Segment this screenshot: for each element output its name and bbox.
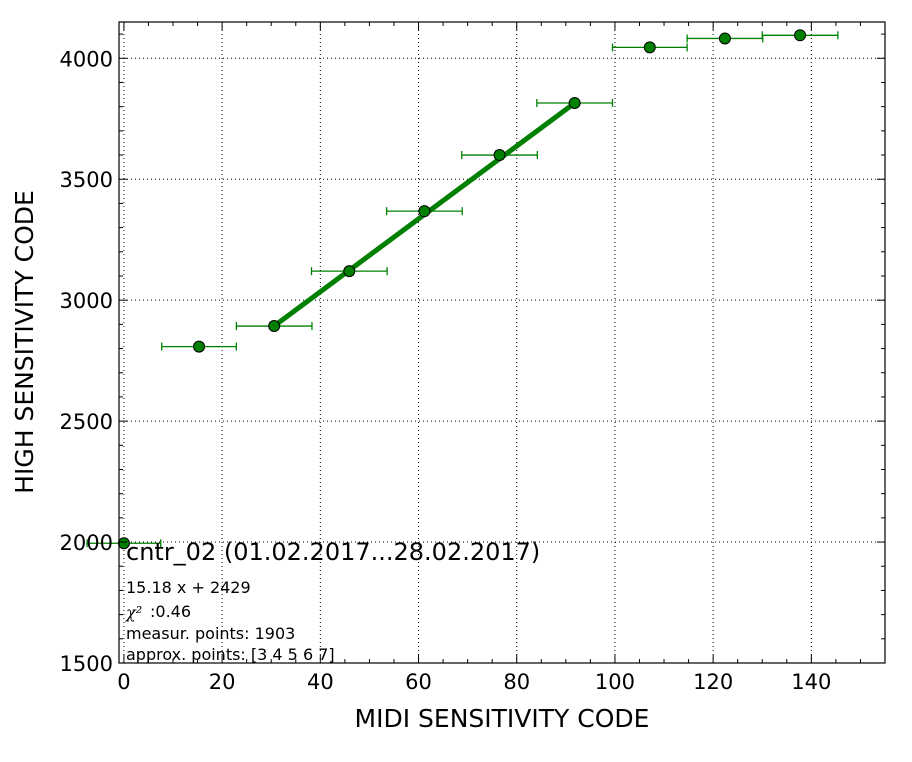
x-tick-label: 120 <box>693 670 733 694</box>
data-point <box>418 205 431 218</box>
annotation-chi-value: :0.46 <box>150 602 191 621</box>
x-tick-label: 140 <box>791 670 831 694</box>
x-tick-label: 0 <box>117 670 130 694</box>
y-tick-label: 2500 <box>60 410 113 434</box>
data-point <box>568 97 581 110</box>
data-point <box>343 265 356 278</box>
tick-labels: 0 20 40 60 80 100 120 140 1500 2000 2500 3000 3500 40… <box>60 47 832 694</box>
x-tick-label: 60 <box>405 670 432 694</box>
grid <box>119 22 885 663</box>
markers <box>117 29 807 550</box>
annotation-measur-points: measur. points: 1903 <box>126 624 295 643</box>
plot-frame <box>118 21 886 664</box>
y-tick-label: 1500 <box>60 652 113 676</box>
y-tick-label: 3000 <box>60 289 113 313</box>
data-point <box>794 29 807 42</box>
data-point <box>643 41 656 54</box>
error-bars <box>86 31 839 548</box>
annotation-equation: 15.18 x + 2429 <box>126 578 251 597</box>
y-tick-label: 2000 <box>60 531 113 555</box>
x-tick-label: 100 <box>595 670 635 694</box>
ticks <box>119 22 886 664</box>
annotation-block: cntr_02 (01.02.2017...28.02.2017) 15.18 … <box>125 538 540 664</box>
y-axis-title: HIGH SENSITIVITY CODE <box>10 190 39 494</box>
x-tick-label: 40 <box>307 670 334 694</box>
y-tick-label: 3500 <box>60 168 113 192</box>
data-point <box>718 32 731 45</box>
y-tick-label: 4000 <box>60 47 113 71</box>
data-point <box>268 320 281 333</box>
x-tick-label: 20 <box>209 670 236 694</box>
annotation-chi-symbol: χ² <box>125 603 142 622</box>
data-point <box>193 340 206 353</box>
annotation-title: cntr_02 (01.02.2017...28.02.2017) <box>126 538 540 566</box>
x-tick-label: 80 <box>503 670 530 694</box>
annotation-approx-points: approx. points: [3 4 5 6 7] <box>126 645 335 664</box>
data-point <box>493 149 506 162</box>
x-axis-title: MIDI SENSITIVITY CODE <box>355 704 650 733</box>
